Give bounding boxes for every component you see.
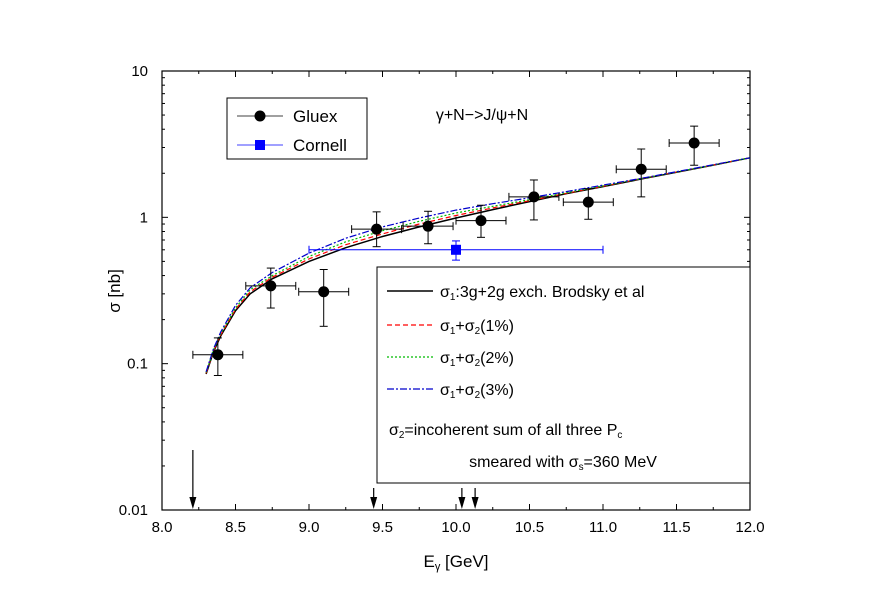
x-tick-label: 9.0 xyxy=(299,519,320,536)
points-layer xyxy=(192,125,720,377)
legend-gluex-label: Gluex xyxy=(293,107,338,126)
legend-note-line-2: smeared with σs=360 MeV xyxy=(469,454,657,473)
gluex-point xyxy=(475,215,487,227)
curves-layer xyxy=(205,157,751,375)
gluex-point xyxy=(582,196,594,208)
legend-curves-box xyxy=(376,266,751,484)
legend-data: Gluex Cornell xyxy=(226,97,368,160)
gluex-point xyxy=(688,137,700,149)
x-axis-label: Eγ [GeV] xyxy=(423,552,488,573)
chart-title: γ+N−>J/ψ+N xyxy=(436,107,528,124)
gluex-point xyxy=(528,191,540,203)
curve-series-2 xyxy=(205,157,751,374)
legend-curve-label-3: σ1+σ2(2%) xyxy=(440,350,514,369)
legend-curve-label-1: σ1:3g+2g exch. Brodsky et al xyxy=(440,284,644,303)
x-tick-label: 11.0 xyxy=(589,519,617,536)
legend-curve-label-4: σ1+σ2(3%) xyxy=(440,382,514,401)
gluex-point xyxy=(371,223,383,235)
legend-note-line-1: σ2=incoherent sum of all three Pc xyxy=(389,422,622,441)
threshold-arrowhead xyxy=(471,497,479,509)
legend-cornell-marker xyxy=(255,140,265,150)
gluex-point xyxy=(422,220,434,232)
y-tick-label: 10 xyxy=(131,63,148,80)
x-tick-label: 9.5 xyxy=(372,519,393,536)
threshold-arrowhead xyxy=(370,497,378,509)
y-tick-label: 0.1 xyxy=(127,356,148,373)
threshold-arrowhead xyxy=(458,497,466,509)
legend-cornell-label: Cornell xyxy=(293,136,347,155)
gluex-point xyxy=(212,349,224,361)
legend-curve-label-2: σ1+σ2(1%) xyxy=(440,318,514,337)
gluex-point xyxy=(635,163,647,175)
legend-gluex-marker xyxy=(254,110,266,122)
x-tick-label: 12.0 xyxy=(735,519,764,536)
gluex-point xyxy=(318,286,330,298)
axes-layer: 8.0 8.5 9.0 9.5 10.0 10.5 11.0 11.5 12.0 0.01 0.1 1… xyxy=(119,63,765,536)
x-tick-label: 8.5 xyxy=(225,519,246,536)
y-tick-label: 1 xyxy=(140,209,148,226)
gluex-point xyxy=(265,280,277,292)
x-tick-label: 10.5 xyxy=(515,519,544,536)
x-tick-label: 10.0 xyxy=(441,519,470,536)
curve-series-4 xyxy=(205,157,751,372)
threshold-arrowhead xyxy=(189,497,197,509)
legend-data-box xyxy=(226,97,368,160)
x-tick-label: 11.5 xyxy=(662,519,690,536)
y-axis-label: σ [nb] xyxy=(105,269,124,313)
curve-series-1 xyxy=(205,157,751,375)
y-tick-label: 0.01 xyxy=(119,502,148,519)
cornell-point xyxy=(451,244,461,255)
legend-curves: σ1:3g+2g exch. Brodsky et al σ1+σ2(1%) σ1+… xyxy=(376,266,751,484)
arrows-layer xyxy=(189,450,479,509)
x-tick-label: 8.0 xyxy=(152,519,173,536)
